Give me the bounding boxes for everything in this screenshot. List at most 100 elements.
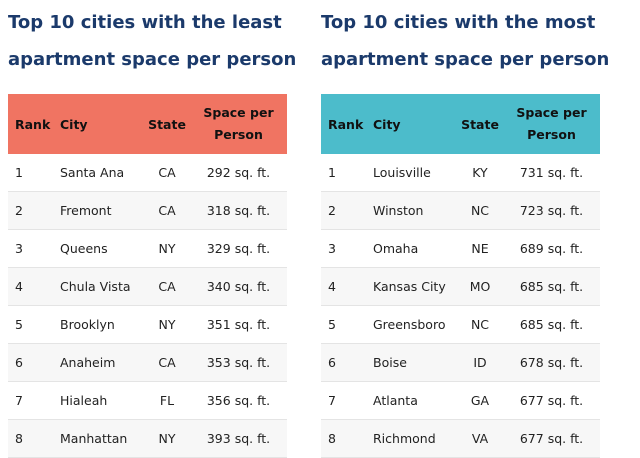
rank-header: Rank xyxy=(8,94,60,154)
least-space-table: Rank City State Space per Person 1 Santa … xyxy=(8,94,287,458)
space-cell: 393 sq. ft. xyxy=(190,419,287,458)
most-space-panel: Top 10 cities with the most apartment sp… xyxy=(321,0,610,458)
city-cell: Boise xyxy=(373,343,457,382)
rank-cell: 4 xyxy=(321,267,373,306)
table-row: 4 Kansas City MO 685 sq. ft. xyxy=(321,267,600,306)
state-cell: NY xyxy=(144,229,190,268)
most-space-title: Top 10 cities with the most apartment sp… xyxy=(321,0,610,94)
least-space-title: Top 10 cities with the least apartment s… xyxy=(8,0,297,94)
rank-cell: 5 xyxy=(321,305,373,344)
table-row: 1 Louisville KY 731 sq. ft. xyxy=(321,154,600,192)
city-cell: Queens xyxy=(60,229,144,268)
table-header-row: Rank City State Space per Person xyxy=(8,94,287,154)
state-cell: NC xyxy=(457,191,503,230)
rank-cell: 1 xyxy=(8,154,60,192)
city-cell: Richmond xyxy=(373,419,457,458)
state-cell: VA xyxy=(457,419,503,458)
space-cell: 356 sq. ft. xyxy=(190,381,287,420)
city-cell: Anaheim xyxy=(60,343,144,382)
table-row: 2 Winston NC 723 sq. ft. xyxy=(321,191,600,230)
state-cell: NY xyxy=(144,305,190,344)
space-cell: 340 sq. ft. xyxy=(190,267,287,306)
table-row: 5 Brooklyn NY 351 sq. ft. xyxy=(8,305,287,344)
city-cell: Omaha xyxy=(373,229,457,268)
least-table-body: 1 Santa Ana CA 292 sq. ft. 2 Fremont CA 318 sq.… xyxy=(8,154,287,458)
space-header-line2: Person xyxy=(214,127,263,142)
space-cell: 685 sq. ft. xyxy=(503,267,600,306)
rank-cell: 8 xyxy=(321,419,373,458)
space-cell: 351 sq. ft. xyxy=(190,305,287,344)
most-title-line1: Top 10 cities with the most xyxy=(321,12,596,33)
city-cell: Santa Ana xyxy=(60,154,144,192)
table-row: 6 Boise ID 678 sq. ft. xyxy=(321,343,600,382)
state-cell: KY xyxy=(457,154,503,192)
state-cell: GA xyxy=(457,381,503,420)
rank-cell: 7 xyxy=(8,381,60,420)
table-row: 3 Queens NY 329 sq. ft. xyxy=(8,229,287,268)
table-row: 4 Chula Vista CA 340 sq. ft. xyxy=(8,267,287,306)
rank-cell: 3 xyxy=(321,229,373,268)
most-title-line2: apartment space per person xyxy=(321,49,610,70)
city-header: City xyxy=(373,94,457,154)
space-cell: 329 sq. ft. xyxy=(190,229,287,268)
state-cell: CA xyxy=(144,343,190,382)
table-row: 8 Manhattan NY 393 sq. ft. xyxy=(8,419,287,458)
rank-cell: 2 xyxy=(8,191,60,230)
space-cell: 689 sq. ft. xyxy=(503,229,600,268)
table-row: 2 Fremont CA 318 sq. ft. xyxy=(8,191,287,230)
space-cell: 292 sq. ft. xyxy=(190,154,287,192)
city-cell: Louisville xyxy=(373,154,457,192)
space-header-line1: Space per xyxy=(203,105,274,120)
table-row: 7 Atlanta GA 677 sq. ft. xyxy=(321,381,600,420)
state-cell: CA xyxy=(144,154,190,192)
space-cell: 685 sq. ft. xyxy=(503,305,600,344)
state-cell: FL xyxy=(144,381,190,420)
most-space-table: Rank City State Space per Person 1 Louisv… xyxy=(321,94,600,458)
state-cell: NC xyxy=(457,305,503,344)
rank-cell: 1 xyxy=(321,154,373,192)
table-row: 6 Anaheim CA 353 sq. ft. xyxy=(8,343,287,382)
space-cell: 731 sq. ft. xyxy=(503,154,600,192)
city-cell: Atlanta xyxy=(373,381,457,420)
table-row: 8 Richmond VA 677 sq. ft. xyxy=(321,419,600,458)
space-header-line1: Space per xyxy=(516,105,587,120)
least-title-line2: apartment space per person xyxy=(8,49,297,70)
rank-cell: 4 xyxy=(8,267,60,306)
city-cell: Winston xyxy=(373,191,457,230)
rank-cell: 6 xyxy=(321,343,373,382)
city-cell: Chula Vista xyxy=(60,267,144,306)
state-cell: ID xyxy=(457,343,503,382)
space-cell: 678 sq. ft. xyxy=(503,343,600,382)
city-cell: Brooklyn xyxy=(60,305,144,344)
least-title-line1: Top 10 cities with the least xyxy=(8,12,282,33)
rank-cell: 2 xyxy=(321,191,373,230)
table-row: 1 Santa Ana CA 292 sq. ft. xyxy=(8,154,287,192)
space-cell: 677 sq. ft. xyxy=(503,419,600,458)
rank-cell: 5 xyxy=(8,305,60,344)
city-cell: Hialeah xyxy=(60,381,144,420)
city-cell: Manhattan xyxy=(60,419,144,458)
space-cell: 723 sq. ft. xyxy=(503,191,600,230)
state-header: State xyxy=(144,94,190,154)
space-cell: 677 sq. ft. xyxy=(503,381,600,420)
space-header: Space per Person xyxy=(503,94,600,154)
state-cell: MO xyxy=(457,267,503,306)
rank-cell: 6 xyxy=(8,343,60,382)
least-space-panel: Top 10 cities with the least apartment s… xyxy=(8,0,297,458)
city-cell: Fremont xyxy=(60,191,144,230)
rank-header: Rank xyxy=(321,94,373,154)
most-table-body: 1 Louisville KY 731 sq. ft. 2 Winston NC 723 sq… xyxy=(321,154,600,458)
space-header-line2: Person xyxy=(527,127,576,142)
rank-cell: 8 xyxy=(8,419,60,458)
state-cell: CA xyxy=(144,267,190,306)
table-row: 3 Omaha NE 689 sq. ft. xyxy=(321,229,600,268)
city-cell: Kansas City xyxy=(373,267,457,306)
state-cell: NE xyxy=(457,229,503,268)
table-row: 7 Hialeah FL 356 sq. ft. xyxy=(8,381,287,420)
state-cell: NY xyxy=(144,419,190,458)
table-row: 5 Greensboro NC 685 sq. ft. xyxy=(321,305,600,344)
space-cell: 318 sq. ft. xyxy=(190,191,287,230)
table-header-row: Rank City State Space per Person xyxy=(321,94,600,154)
city-header: City xyxy=(60,94,144,154)
state-header: State xyxy=(457,94,503,154)
